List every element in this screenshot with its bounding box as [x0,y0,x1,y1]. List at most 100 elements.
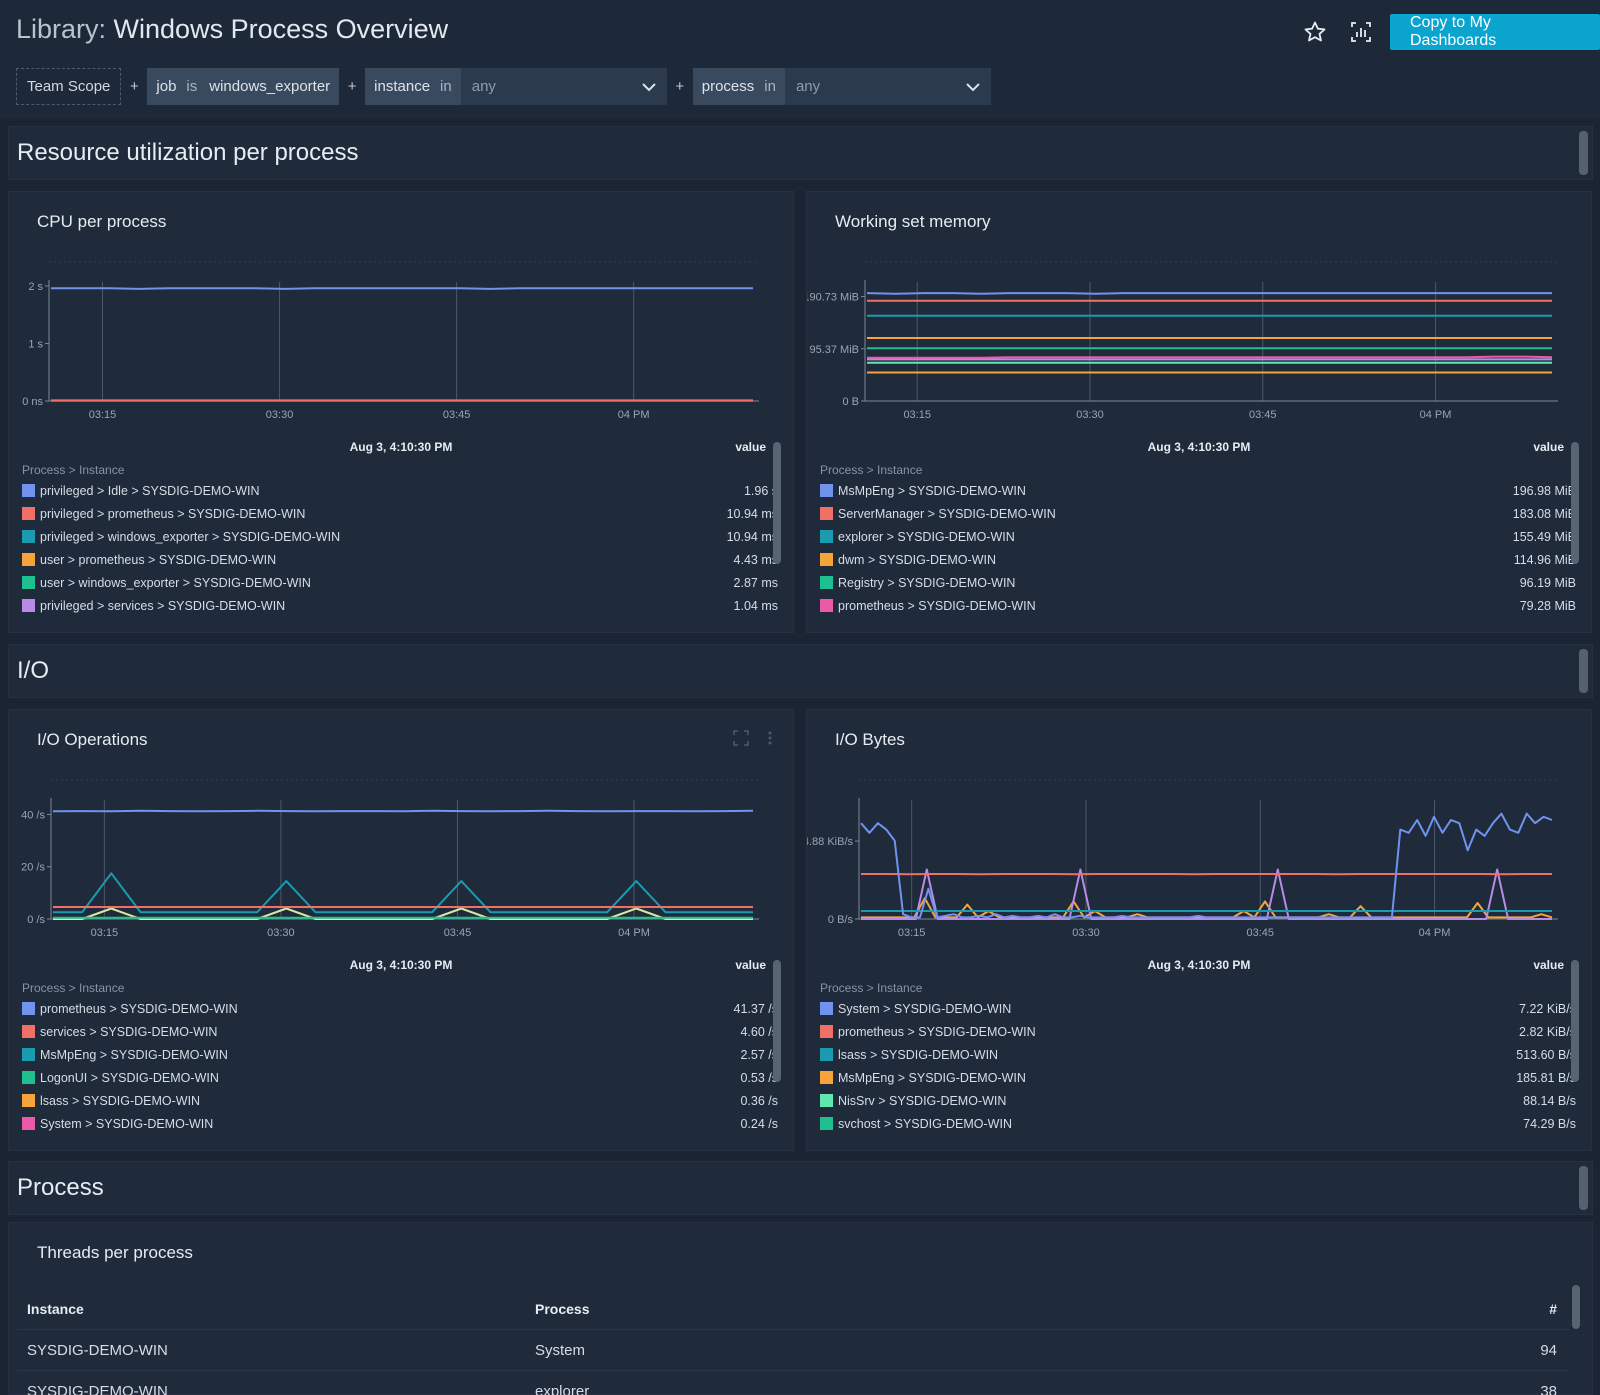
legend-list: MsMpEng > SYSDIG-DEMO-WIN 196.98 MiB Serve… [820,479,1576,617]
legend-value: 183.08 MiB [1512,506,1576,521]
legend-item[interactable]: prometheus > SYSDIG-DEMO-WIN 2.82 KiB/s [820,1020,1576,1043]
legend-item[interactable]: prometheus > SYSDIG-DEMO-WIN 79.28 MiB [820,594,1576,617]
legend-item[interactable]: privileged > Idle > SYSDIG-DEMO-WIN 1.96 … [22,479,778,502]
legend-swatch [22,1117,35,1130]
legend-item[interactable]: prometheus > SYSDIG-DEMO-WIN 41.37 /s [22,997,778,1020]
legend-scrollbar[interactable] [773,442,781,564]
legend-item[interactable]: System > SYSDIG-DEMO-WIN 7.22 KiB/s [820,997,1576,1020]
legend-item[interactable]: ServerManager > SYSDIG-DEMO-WIN 183.08 Mi… [820,502,1576,525]
legend-item[interactable]: dwm > SYSDIG-DEMO-WIN 114.96 MiB [820,548,1576,571]
legend-label: ServerManager > SYSDIG-DEMO-WIN [838,506,1056,521]
legend-item[interactable]: privileged > services > SYSDIG-DEMO-WIN 1… [22,594,778,617]
hover-timestamp: Aug 3, 4:10:30 PM [349,958,453,972]
column-header-instance[interactable]: Instance [27,1301,84,1317]
legend-swatch [820,1071,833,1084]
legend-item[interactable]: MsMpEng > SYSDIG-DEMO-WIN 196.98 MiB [820,479,1576,502]
table-scrollbar[interactable] [1572,1285,1580,1329]
table-row[interactable]: SYSDIG-DEMO-WIN System 94 [17,1330,1569,1371]
legend-value: 74.29 B/s [1523,1116,1576,1131]
x-tick-label: 04 PM [618,409,650,421]
panel-title: CPU per process [37,212,167,231]
legend-value: 88.14 B/s [1523,1093,1576,1108]
filter-job-operator: is [186,78,198,95]
legend-label: System > SYSDIG-DEMO-WIN [40,1116,214,1131]
legend-swatch [820,599,833,612]
legend-item[interactable]: svchost > SYSDIG-DEMO-WIN 74.29 B/s [820,1112,1576,1135]
legend-subheader: Process > Instance [22,981,125,995]
legend-value: 2.57 /s [740,1047,778,1062]
legend-value: 4.43 ms [733,552,778,567]
legend-label: prometheus > SYSDIG-DEMO-WIN [838,598,1036,613]
y-tick-label: 95.37 MiB [809,344,859,356]
section-scrollbar[interactable] [1579,649,1588,693]
cell-instance: SYSDIG-DEMO-WIN [27,1341,168,1359]
filter-instance-key: instance [374,78,431,95]
expand-icon[interactable] [733,730,749,746]
legend-label: MsMpEng > SYSDIG-DEMO-WIN [838,483,1026,498]
legend-value: 185.81 B/s [1516,1070,1576,1085]
filter-process-select[interactable]: any [784,68,991,105]
more-options-icon[interactable] [767,730,773,746]
section-resource-utilization[interactable]: Resource utilization per process [8,126,1593,180]
x-tick-label: 03:45 [1249,409,1277,421]
section-scrollbar[interactable] [1579,1166,1588,1210]
legend-label: MsMpEng > SYSDIG-DEMO-WIN [838,1070,1026,1085]
filter-process[interactable]: process in any [692,68,991,105]
filter-job[interactable]: job is windows_exporter [147,68,340,105]
legend-value: 0.53 /s [740,1070,778,1085]
legend-scrollbar[interactable] [773,960,781,1082]
threads-table: Instance Process # SYSDIG-DEMO-WIN Syste… [17,1289,1569,1395]
star-icon[interactable] [1298,15,1332,49]
legend-label: privileged > services > SYSDIG-DEMO-WIN [40,598,286,613]
filter-instance-select[interactable]: any [460,68,667,105]
legend-item[interactable]: MsMpEng > SYSDIG-DEMO-WIN 2.57 /s [22,1043,778,1066]
filter-instance-value: any [471,78,496,95]
column-header-process[interactable]: Process [535,1301,590,1317]
cell-process: System [535,1341,586,1359]
legend-item[interactable]: services > SYSDIG-DEMO-WIN 4.60 /s [22,1020,778,1043]
legend-subheader: Process > Instance [820,981,923,995]
panel-cpu-per-process: CPU per process 03:15 03:30 03:45 04 PM 0 ns… [8,191,794,633]
legend-item[interactable]: user > windows_exporter > SYSDIG-DEMO-WI… [22,571,778,594]
legend-item[interactable]: explorer > SYSDIG-DEMO-WIN 155.49 MiB [820,525,1576,548]
add-filter-plus[interactable]: + [675,78,685,95]
legend-item[interactable]: lsass > SYSDIG-DEMO-WIN 513.60 B/s [820,1043,1576,1066]
section-process[interactable]: Process [8,1161,1593,1215]
x-tick-label: 03:30 [1076,409,1104,421]
legend-item[interactable]: privileged > windows_exporter > SYSDIG-D… [22,525,778,548]
section-scrollbar[interactable] [1579,131,1588,175]
legend-scrollbar[interactable] [1571,442,1579,564]
series-line [861,897,1553,919]
legend-swatch [820,507,833,520]
legend-value: 114.96 MiB [1513,552,1576,567]
section-io[interactable]: I/O [8,644,1593,698]
hover-timestamp: Aug 3, 4:10:30 PM [1147,440,1251,454]
y-tick-label: 40 /s [21,809,45,821]
add-filter-plus[interactable]: + [347,78,357,95]
legend-swatch [22,1048,35,1061]
legend-label: explorer > SYSDIG-DEMO-WIN [838,529,1015,544]
section-title: Process [17,1174,104,1201]
legend-item[interactable]: System > SYSDIG-DEMO-WIN 0.24 /s [22,1112,778,1135]
legend-swatch [820,484,833,497]
legend-item[interactable]: NisSrv > SYSDIG-DEMO-WIN 88.14 B/s [820,1089,1576,1112]
copy-to-dashboards-button[interactable]: Copy to My Dashboards [1390,14,1600,50]
add-filter-plus[interactable]: + [130,78,139,95]
legend-item[interactable]: Registry > SYSDIG-DEMO-WIN 96.19 MiB [820,571,1576,594]
legend-swatch [820,1025,833,1038]
column-header-count[interactable]: # [1549,1301,1557,1317]
dashboard-metrics-icon[interactable] [1344,15,1378,49]
filter-job-key: job [156,78,177,95]
legend-scrollbar[interactable] [1571,960,1579,1082]
filter-instance[interactable]: instance in any [365,68,667,105]
team-scope-button[interactable]: Team Scope [16,68,122,105]
scope-filters: Team Scope + job is windows_exporter + i… [16,68,991,105]
panel-working-set-memory: Working set memory 03:15 03:30 03:45 04 PM 0… [806,191,1592,633]
table-row[interactable]: SYSDIG-DEMO-WIN explorer 38 [17,1371,1569,1395]
legend-item[interactable]: LogonUI > SYSDIG-DEMO-WIN 0.53 /s [22,1066,778,1089]
legend-value: 41.37 /s [733,1001,778,1016]
legend-item[interactable]: MsMpEng > SYSDIG-DEMO-WIN 185.81 B/s [820,1066,1576,1089]
legend-item[interactable]: lsass > SYSDIG-DEMO-WIN 0.36 /s [22,1089,778,1112]
legend-item[interactable]: user > prometheus > SYSDIG-DEMO-WIN 4.43 … [22,548,778,571]
legend-item[interactable]: privileged > prometheus > SYSDIG-DEMO-WI… [22,502,778,525]
